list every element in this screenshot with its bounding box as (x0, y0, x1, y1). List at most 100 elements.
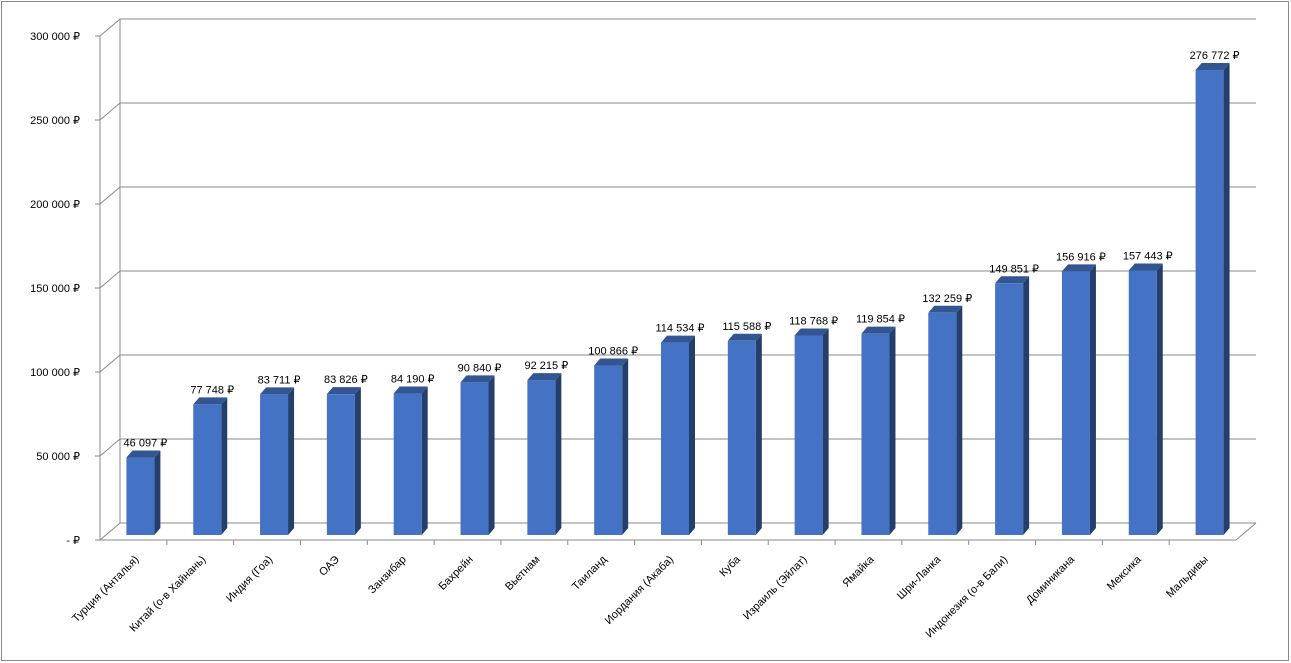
category-label: Вьетнам (503, 554, 542, 593)
bar (861, 326, 896, 535)
bar-front (727, 340, 756, 535)
bar-front (861, 333, 890, 535)
bar-side (354, 387, 361, 535)
bar-top (326, 387, 361, 395)
bar-top (594, 358, 629, 366)
gridline-diagonal (99, 522, 121, 541)
data-label: 119 854 ₽ (856, 314, 905, 326)
bar-side (288, 387, 295, 535)
bar (794, 328, 829, 535)
gridline-diagonal (99, 354, 121, 373)
bars (126, 63, 1230, 535)
bar-front (260, 394, 289, 535)
bar-front (928, 312, 957, 535)
bar-front (594, 365, 623, 535)
bar (1195, 63, 1230, 535)
data-label: 157 443 ₽ (1123, 250, 1173, 262)
data-label: 100 866 ₽ (588, 346, 638, 358)
bar-side (154, 450, 161, 535)
bar-side (689, 335, 695, 535)
data-labels: 46 097 ₽ 77 748 ₽ 83 711 ₽ 83 826 ₽ 84 190 ₽… (124, 50, 1240, 450)
bar (1128, 263, 1163, 535)
data-label: 90 840 ₽ (458, 362, 502, 374)
bar-top (460, 375, 495, 383)
bar (995, 276, 1030, 535)
y-tick-label: 150 000 ₽ (30, 283, 80, 295)
category-label: Китай (о-в Хайнань) (127, 554, 208, 635)
bar-side (622, 358, 629, 535)
bar-side (421, 386, 428, 535)
bar-front (126, 457, 155, 535)
category-label: Занзибар (366, 554, 409, 597)
gridline-diagonal (99, 270, 121, 289)
category-label: Иордания (Акаба) (603, 554, 676, 627)
bar-front (527, 380, 556, 535)
y-tick-label: - ₽ (66, 535, 80, 547)
bar (527, 373, 562, 535)
bar (1061, 264, 1096, 535)
bar-side (1156, 263, 1163, 535)
bar-top (126, 450, 161, 458)
data-label: 83 826 ₽ (324, 374, 368, 386)
bar-side (956, 305, 963, 535)
category-label: Мексика (1105, 553, 1145, 593)
data-label: 276 772 ₽ (1190, 50, 1240, 62)
data-label: 83 711 ₽ (258, 374, 301, 386)
bar (393, 386, 428, 535)
category-label: ОАЭ (317, 554, 342, 579)
y-axis-ticks: - ₽ 50 000 ₽ 100 000 ₽ 150 000 ₽ 200 000 ₽ 25… (30, 31, 100, 547)
gridline-diagonal (99, 186, 121, 205)
category-label: Куба (717, 553, 743, 579)
bar-front (326, 394, 355, 535)
bar-front (995, 283, 1024, 535)
bar-side (1089, 264, 1096, 535)
bar-side (822, 328, 829, 535)
bar-front (1195, 70, 1224, 535)
bar-top (861, 326, 896, 334)
category-label: Шри-Ланка (895, 553, 944, 602)
gridline-diagonal (99, 438, 121, 457)
floor-edge (1235, 522, 1257, 541)
bar-top (727, 333, 762, 341)
bar-side (889, 326, 896, 535)
bar-top (393, 386, 428, 394)
data-label: 149 851 ₽ (989, 263, 1039, 275)
bar (126, 450, 161, 535)
category-label: Израиль (Эйлат) (741, 554, 810, 623)
category-label: Доминикана (1024, 553, 1078, 607)
bar-top (527, 373, 562, 381)
bar (260, 387, 295, 535)
data-label: 118 768 ₽ (789, 315, 838, 327)
data-label: 84 190 ₽ (391, 374, 435, 386)
bar (326, 387, 361, 535)
bar (594, 358, 629, 535)
category-label: Индия (Гоа) (224, 554, 275, 605)
bar-top (1128, 263, 1163, 271)
bar (460, 375, 495, 535)
data-label: 156 916 ₽ (1056, 251, 1106, 263)
category-label: Турция (Анталья) (70, 554, 141, 625)
bar-side (555, 373, 562, 535)
bar-side (221, 397, 228, 535)
data-label: 77 748 ₽ (190, 384, 234, 396)
bar-side (488, 375, 495, 535)
bar-front (661, 342, 689, 535)
data-label: 132 259 ₽ (922, 293, 972, 305)
bar-front (460, 382, 489, 535)
bar-side (755, 333, 762, 535)
bar (193, 397, 228, 535)
bar-front (1061, 271, 1090, 535)
bar-top (794, 328, 829, 336)
y-tick-label: 100 000 ₽ (30, 367, 80, 379)
data-label: 46 097 ₽ (124, 438, 168, 450)
data-label: 115 588 ₽ (722, 321, 771, 333)
bar (928, 305, 963, 535)
bar (661, 335, 695, 535)
bar-top (1061, 264, 1096, 272)
bar-front (393, 393, 422, 535)
bar-side (1023, 276, 1030, 535)
y-tick-label: 50 000 ₽ (36, 451, 80, 463)
bar-top (260, 387, 295, 395)
bar-front (794, 335, 823, 535)
